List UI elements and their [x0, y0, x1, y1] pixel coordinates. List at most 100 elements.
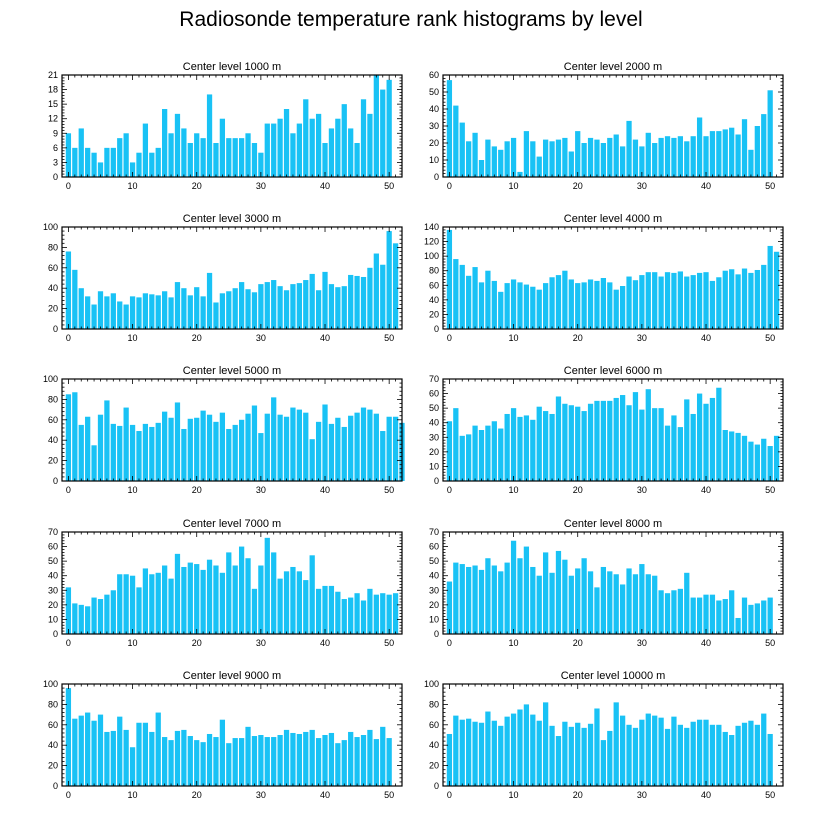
bar: [117, 425, 123, 481]
bar: [348, 128, 354, 177]
bar: [716, 131, 722, 177]
bar: [568, 151, 574, 177]
bar: [97, 414, 104, 481]
bar: [354, 593, 360, 634]
bar: [123, 133, 129, 177]
bar: [322, 585, 328, 634]
axes-frame: [61, 378, 403, 482]
bar: [277, 578, 283, 634]
bar: [315, 738, 322, 786]
bar: [200, 138, 206, 177]
bar: [459, 435, 465, 481]
bar: [315, 421, 322, 481]
y-tick-label: 60: [48, 542, 58, 552]
bar: [523, 131, 530, 177]
bar: [517, 171, 523, 177]
bar: [696, 719, 703, 786]
y-tick-label: 40: [48, 740, 58, 750]
bar: [632, 574, 639, 634]
bar: [162, 291, 168, 329]
bar: [472, 267, 478, 329]
bar: [315, 290, 322, 329]
bar: [671, 716, 677, 786]
bar: [181, 729, 187, 786]
y-tick-label: 70: [48, 527, 58, 537]
y-tick-label: 40: [429, 104, 439, 114]
bar: [466, 718, 472, 786]
bar: [110, 293, 116, 329]
bar: [562, 721, 568, 786]
bar: [658, 408, 664, 481]
bar: [619, 286, 626, 329]
bar: [162, 737, 168, 786]
bar: [348, 274, 354, 329]
bar: [322, 735, 328, 786]
bar: [555, 139, 562, 177]
panel-5: Center level 5000 m 0 10 20 30 40 50 0 20 40 60 80 1…: [43, 365, 405, 495]
bar: [555, 396, 562, 481]
bar: [600, 143, 607, 177]
bar: [328, 284, 335, 329]
bar: [110, 423, 116, 481]
bar: [174, 402, 181, 481]
bar: [367, 729, 373, 786]
bar: [453, 105, 459, 177]
bar: [232, 565, 238, 634]
x-tick-label: 50: [765, 638, 775, 648]
bar: [446, 421, 453, 481]
bar: [168, 740, 174, 786]
bar: [671, 137, 677, 177]
x-tick-label: 40: [701, 790, 711, 800]
bar: [206, 559, 213, 634]
x-tick-label: 0: [66, 485, 71, 495]
bar: [72, 718, 78, 786]
bar: [129, 162, 136, 177]
x-tick-label: 40: [320, 181, 330, 191]
bar: [453, 715, 459, 786]
bar: [91, 152, 97, 177]
bar: [690, 136, 696, 177]
y-tick-label: 20: [48, 456, 58, 466]
bar: [335, 743, 341, 786]
bar: [232, 288, 238, 329]
bar: [652, 715, 658, 786]
x-tick-label: 0: [66, 333, 71, 343]
bar: [504, 413, 510, 481]
bar: [767, 446, 773, 481]
bar: [549, 141, 555, 177]
bar: [600, 566, 607, 634]
bar: [187, 143, 193, 177]
bar: [303, 280, 309, 329]
bar: [110, 730, 116, 786]
bar: [459, 719, 465, 786]
y-tick-label: 80: [429, 699, 439, 709]
bar: [296, 409, 302, 481]
bar: [251, 588, 258, 634]
bar: [626, 405, 632, 481]
x-tick-label: 0: [447, 333, 452, 343]
bar: [491, 565, 497, 634]
bar: [149, 731, 155, 786]
bar: [367, 588, 373, 634]
bar: [530, 286, 536, 329]
bar: [626, 568, 632, 634]
bar: [523, 704, 530, 786]
bar: [677, 588, 683, 634]
bar: [78, 128, 84, 177]
bar: [478, 722, 485, 786]
y-tick-label: 10: [429, 155, 439, 165]
bar: [328, 732, 335, 786]
bar: [238, 546, 245, 634]
x-tick-label: 40: [701, 333, 711, 343]
bar: [373, 253, 379, 329]
bar: [703, 136, 709, 177]
bar: [386, 79, 392, 177]
bar: [478, 160, 485, 177]
bar: [251, 736, 258, 786]
bar: [348, 597, 354, 634]
bar: [729, 735, 735, 786]
bar: [754, 126, 760, 177]
bar: [238, 419, 245, 481]
axes-frame: [61, 683, 403, 787]
y-tick-label: 21: [48, 70, 58, 80]
